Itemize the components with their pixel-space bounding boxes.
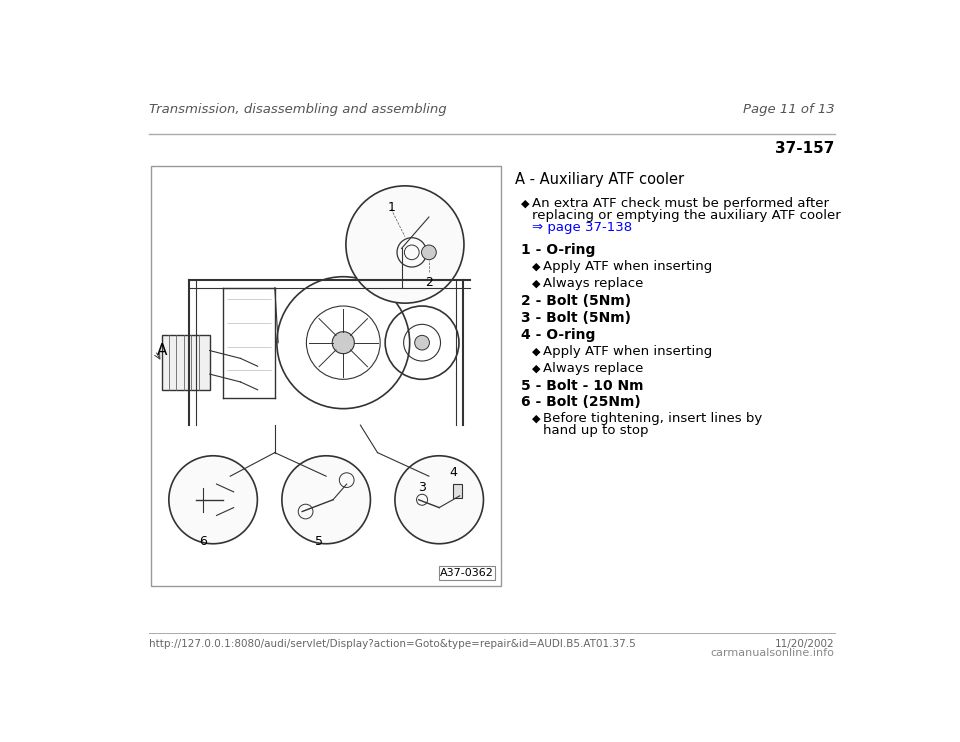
Text: 5 - Bolt - 10 Nm: 5 - Bolt - 10 Nm [521, 378, 644, 393]
Text: 37-157: 37-157 [775, 142, 834, 157]
Text: An extra ATF check must be performed after: An extra ATF check must be performed aft… [532, 197, 829, 210]
Text: 3: 3 [419, 482, 426, 494]
Text: ◆: ◆ [532, 261, 540, 272]
Text: Apply ATF when inserting: Apply ATF when inserting [543, 345, 712, 358]
Text: hand up to stop: hand up to stop [543, 424, 649, 437]
Text: 4 - O-ring: 4 - O-ring [521, 328, 596, 342]
Bar [151, 166, 501, 585]
Text: ◆: ◆ [532, 414, 540, 424]
Text: 5: 5 [315, 535, 324, 548]
Text: 6: 6 [199, 535, 206, 548]
Circle shape [282, 456, 371, 544]
Text: 2 - Bolt (5Nm): 2 - Bolt (5Nm) [521, 294, 632, 308]
Text: 3 - Bolt (5Nm): 3 - Bolt (5Nm) [521, 311, 632, 325]
Circle shape [346, 186, 464, 303]
Circle shape [332, 332, 354, 354]
Text: A: A [156, 343, 167, 358]
Text: Before tightening, insert lines by: Before tightening, insert lines by [543, 413, 762, 425]
Text: Always replace: Always replace [543, 361, 643, 375]
Text: Always replace: Always replace [543, 277, 643, 290]
Text: 1 - O-ring: 1 - O-ring [521, 243, 596, 257]
Circle shape [421, 245, 436, 260]
Text: 4: 4 [449, 466, 457, 479]
Circle shape [169, 456, 257, 544]
Text: ◆: ◆ [532, 278, 540, 289]
Text: 11/20/2002: 11/20/2002 [775, 639, 834, 649]
Text: ◆: ◆ [532, 347, 540, 356]
Text: 2: 2 [425, 276, 433, 289]
Text: Page 11 of 13: Page 11 of 13 [743, 103, 834, 116]
Circle shape [415, 335, 429, 350]
Bar [440, 565, 495, 580]
Text: 1: 1 [387, 201, 396, 214]
Text: Transmission, disassembling and assembling: Transmission, disassembling and assembli… [150, 103, 447, 116]
Bar [161, 335, 209, 390]
Text: ⇒ page 37-138: ⇒ page 37-138 [532, 221, 633, 234]
Text: A - Auxiliary ATF cooler: A - Auxiliary ATF cooler [516, 172, 684, 187]
Bar [453, 484, 462, 498]
Text: carmanualsonline.info: carmanualsonline.info [710, 648, 834, 658]
Text: ◆: ◆ [521, 198, 530, 209]
Text: http://127.0.0.1:8080/audi/servlet/Display?action=Goto&type=repair&id=AUDI.B5.AT: http://127.0.0.1:8080/audi/servlet/Displ… [150, 639, 636, 649]
Text: replacing or emptying the auxiliary ATF cooler: replacing or emptying the auxiliary ATF … [532, 209, 841, 222]
Circle shape [395, 456, 484, 544]
Text: A37-0362: A37-0362 [441, 568, 494, 577]
Text: ◆: ◆ [532, 363, 540, 373]
Text: Apply ATF when inserting: Apply ATF when inserting [543, 260, 712, 273]
Text: 6 - Bolt (25Nm): 6 - Bolt (25Nm) [521, 395, 641, 410]
